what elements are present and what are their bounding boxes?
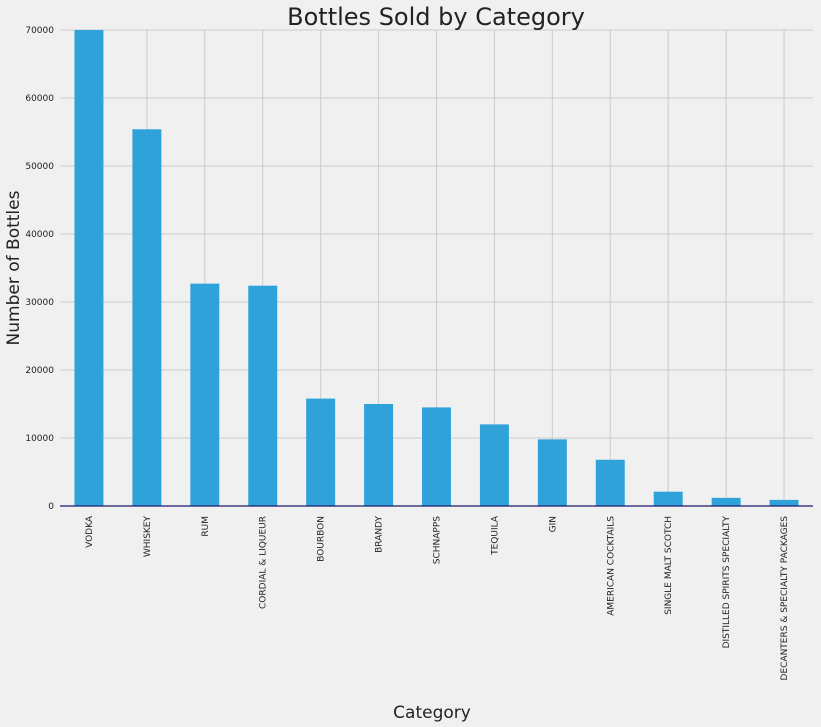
bar-decanters-specialty-packages xyxy=(769,499,799,506)
y-tick-label: 50000 xyxy=(25,162,54,172)
x-tick-label: DECANTERS & SPECIALTY PACKAGES xyxy=(780,516,790,681)
y-tick-label: 30000 xyxy=(25,298,54,308)
y-tick-labels: 0 10000 20000 30000 40000 50000 60000 70000 xyxy=(25,26,54,512)
bar-whiskey xyxy=(132,129,162,506)
x-tick-label: WHISKEY xyxy=(143,516,153,558)
x-tick-label: BOURBON xyxy=(317,516,327,562)
x-tick-label: DISTILLED SPIRITS SPECIALTY xyxy=(722,515,732,648)
x-tick-label: BRANDY xyxy=(375,516,385,553)
x-tick-labels: VODKA WHISKEY RUM CORDIAL & LIQUEUR BOURBON B… xyxy=(85,515,790,680)
x-tick-label: VODKA xyxy=(85,515,95,548)
bar-bourbon xyxy=(306,398,336,506)
y-tick-label: 20000 xyxy=(25,366,54,376)
y-axis-title: Number of Bottles xyxy=(4,190,24,345)
y-tick-label: 60000 xyxy=(25,94,54,104)
x-tick-label: CORDIAL & LIQUEUR xyxy=(259,516,269,609)
y-tick-label: 40000 xyxy=(25,230,54,240)
chart-title: Bottles Sold by Category xyxy=(287,3,585,31)
bar-distilled-spirits-specialty xyxy=(711,497,741,506)
bar-american-cocktails xyxy=(595,459,625,506)
bar-vodka xyxy=(74,30,104,506)
bar-tequila xyxy=(479,424,509,506)
bar-single-malt-scotch xyxy=(653,491,683,506)
y-tick-label: 0 xyxy=(48,502,54,512)
bar-gin xyxy=(537,439,567,506)
x-tick-label: TEQUILA xyxy=(490,515,500,556)
x-tick-label: SINGLE MALT SCOTCH xyxy=(664,516,674,615)
bar-layer xyxy=(74,30,799,506)
x-axis-title: Category xyxy=(393,703,471,723)
bar-schnapps xyxy=(422,407,451,506)
x-tick-label: RUM xyxy=(201,516,211,537)
y-tick-label: 70000 xyxy=(25,26,54,36)
bar-cordial-liqueur xyxy=(248,285,278,506)
y-tick-label: 10000 xyxy=(25,434,54,444)
bar-brandy xyxy=(364,404,394,506)
x-tick-label: GIN xyxy=(548,516,558,532)
x-tick-label: AMERICAN COCKTAILS xyxy=(606,516,616,616)
bar-rum xyxy=(190,283,220,506)
x-tick-label: SCHNAPPS xyxy=(433,516,443,565)
